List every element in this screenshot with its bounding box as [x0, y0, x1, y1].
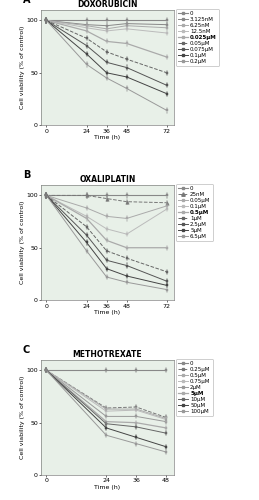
Title: OXALIPLATIN: OXALIPLATIN — [79, 175, 136, 184]
Legend: 0, 3.125nM, 6.25nM, 12.5nM, 0.025μM, 0.05μM, 0.075μM, 0.1μM, 0.2μM: 0, 3.125nM, 6.25nM, 12.5nM, 0.025μM, 0.0… — [176, 9, 219, 66]
Text: C: C — [23, 346, 30, 356]
Y-axis label: Cell viability (% of control): Cell viability (% of control) — [20, 376, 25, 459]
Title: METHOTREXATE: METHOTREXATE — [73, 350, 142, 359]
Y-axis label: Cell viability (% of control): Cell viability (% of control) — [20, 201, 25, 284]
X-axis label: Time (h): Time (h) — [95, 310, 120, 315]
Legend: 0, 25nM, 0.05μM, 0.1μM, 0.5μM, 1μM, 2.5μM, 5μM, 6.5μM: 0, 25nM, 0.05μM, 0.1μM, 0.5μM, 1μM, 2.5μ… — [176, 184, 213, 241]
Text: B: B — [23, 170, 30, 180]
Legend: 0, 0.25μM, 0.5μM, 0.75μM, 2μM, 5μM, 10μM, 50μM, 100μM: 0, 0.25μM, 0.5μM, 0.75μM, 2μM, 5μM, 10μM… — [176, 358, 213, 416]
Text: A: A — [23, 0, 31, 6]
X-axis label: Time (h): Time (h) — [95, 485, 120, 490]
Y-axis label: Cell viability (% of control): Cell viability (% of control) — [20, 26, 25, 109]
Title: DOXORUBICIN: DOXORUBICIN — [77, 0, 138, 9]
X-axis label: Time (h): Time (h) — [95, 135, 120, 140]
